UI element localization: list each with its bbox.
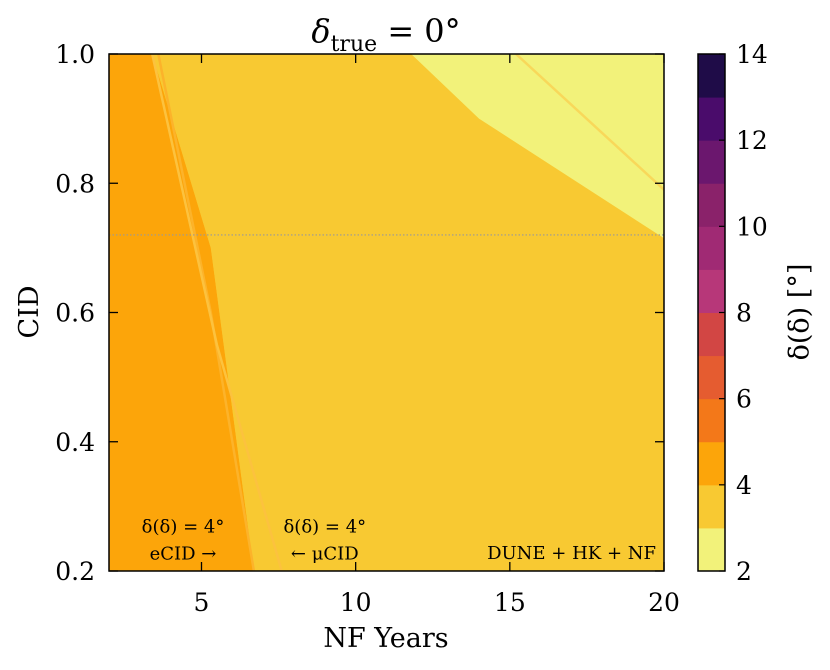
chart-title: δtrue = 0° xyxy=(311,12,460,57)
title-base: δ xyxy=(311,12,330,50)
colorbar: 2 4 6 8 10 12 14 δ(δ) [°] xyxy=(697,40,815,586)
annotation-0-line1: δ(δ) = 4° xyxy=(142,517,225,538)
contour-line-1 xyxy=(150,54,283,571)
annotation-1-line1: δ(δ) = 4° xyxy=(283,517,366,538)
contour-region-2 xyxy=(411,54,664,239)
title-subscript: true xyxy=(331,32,378,57)
colorbar-band-3 xyxy=(698,398,725,443)
annotations: δ(δ) = 4° eCID → δ(δ) = 4° ← μCID xyxy=(142,517,367,565)
colorbar-band-2 xyxy=(698,441,725,486)
y-axis-ticks: 0.2 0.4 0.6 0.8 1.0 xyxy=(55,40,664,586)
colorbar-tick-label-0: 2 xyxy=(736,557,752,586)
x-axis-ticks: 5 10 15 20 xyxy=(194,54,680,617)
contour-regions xyxy=(109,54,664,571)
legend-text: DUNE + HK + NF xyxy=(487,543,656,564)
colorbar-band-4 xyxy=(698,355,725,400)
colorbar-band-0 xyxy=(698,527,725,572)
plot-area: δ(δ) = 4° eCID → δ(δ) = 4° ← μCID DUNE + HK… xyxy=(55,40,680,617)
y-tick-label-0: 0.2 xyxy=(55,557,95,586)
annotation-0-line2: eCID → xyxy=(150,544,217,565)
colorbar-tick-label-1: 4 xyxy=(736,471,752,500)
colorbar-ticks: 2 4 6 8 10 12 14 xyxy=(719,40,768,586)
colorbar-tick-label-3: 8 xyxy=(736,299,752,328)
colorbar-band-9 xyxy=(698,140,725,184)
y-tick-label-2: 0.6 xyxy=(55,299,95,328)
contour-region-0 xyxy=(109,54,254,571)
colorbar-tick-label-6: 14 xyxy=(736,40,768,69)
contour-region-1 xyxy=(152,54,664,571)
x-tick-label-3: 20 xyxy=(648,588,680,617)
x-tick-label-0: 5 xyxy=(194,588,210,617)
x-axis-label: NF Years xyxy=(323,623,448,654)
y-tick-label-3: 0.8 xyxy=(55,169,95,198)
colorbar-band-1 xyxy=(698,484,725,529)
colorbar-label: δ(δ) [°] xyxy=(784,264,815,361)
contour-lines xyxy=(150,54,664,571)
title-rest: = 0° xyxy=(377,12,461,50)
x-tick-label-2: 15 xyxy=(494,588,526,617)
y-tick-label-1: 0.4 xyxy=(55,428,95,457)
annotation-1-line2: ← μCID xyxy=(291,544,359,565)
colorbar-band-8 xyxy=(698,183,725,227)
colorbar-band-6 xyxy=(698,269,725,313)
colorbar-tick-label-2: 6 xyxy=(736,385,752,414)
colorbar-band-10 xyxy=(698,97,725,141)
colorbar-bands xyxy=(698,54,725,572)
y-axis-label: CID xyxy=(14,286,45,339)
colorbar-band-7 xyxy=(698,226,725,270)
colorbar-tick-label-5: 12 xyxy=(736,126,768,155)
colorbar-band-5 xyxy=(698,312,725,357)
x-tick-label-1: 10 xyxy=(340,588,372,617)
y-tick-label-4: 1.0 xyxy=(55,40,95,69)
colorbar-tick-label-4: 10 xyxy=(736,212,768,241)
contour-line-2 xyxy=(515,54,664,191)
colorbar-band-11 xyxy=(698,54,725,98)
